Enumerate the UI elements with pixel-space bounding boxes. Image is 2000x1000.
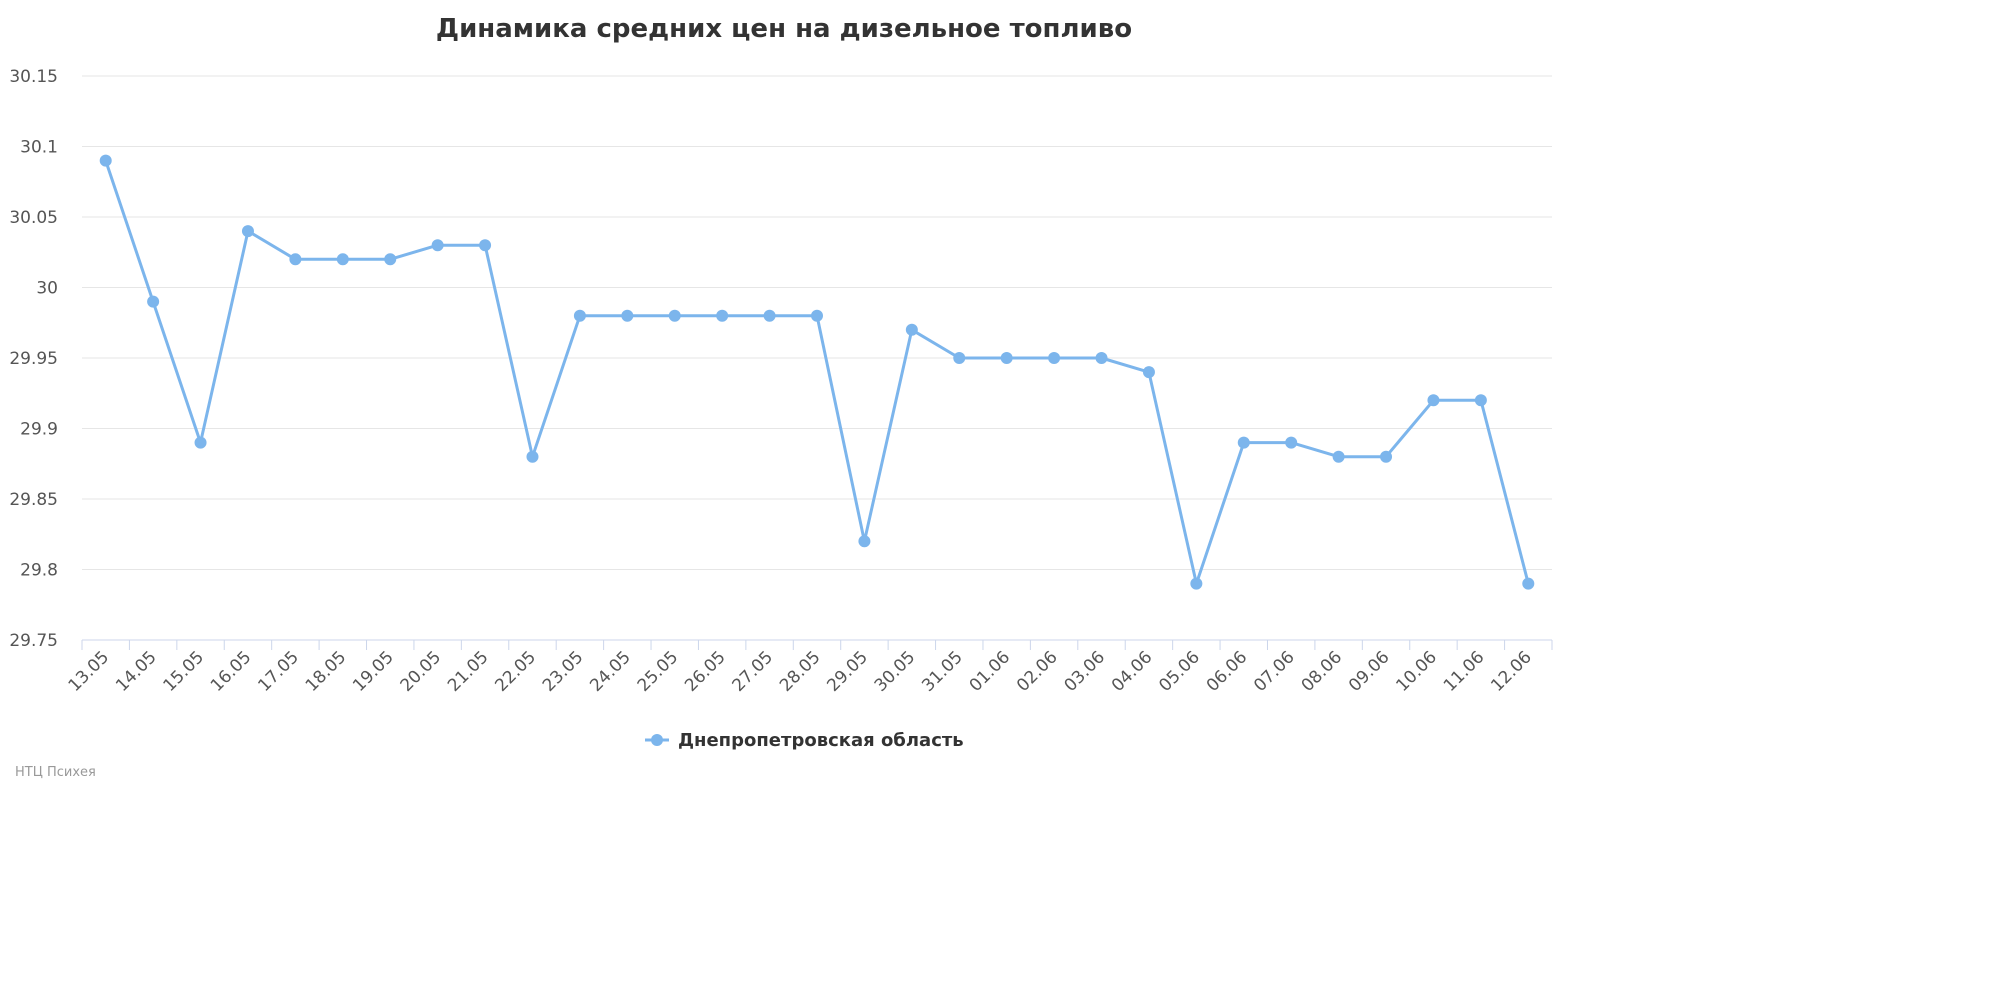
data-point[interactable]	[526, 450, 539, 463]
x-tick-label: 08.06	[1298, 647, 1347, 696]
data-point[interactable]	[1237, 436, 1250, 449]
x-tick-label: 24.05	[586, 647, 635, 696]
x-tick-label: 04.06	[1108, 647, 1157, 696]
y-tick-label: 29.95	[9, 349, 58, 369]
y-axis: 29.75 29.8 29.85 29.9 29.95 30 30.05 30.1 30.15	[9, 67, 58, 651]
x-tick-label: 09.06	[1345, 647, 1394, 696]
data-point[interactable]	[716, 309, 729, 322]
data-point[interactable]	[1380, 450, 1393, 463]
x-tick-label: 14.05	[112, 647, 161, 696]
x-tick-label: 18.05	[302, 647, 351, 696]
chart-credit[interactable]: НТЦ Психея	[15, 765, 96, 780]
x-tick-label: 19.05	[349, 647, 398, 696]
data-point[interactable]	[953, 352, 966, 364]
data-point[interactable]	[573, 309, 586, 322]
grid	[82, 75, 1552, 570]
chart-title: Динамика средних цен на дизельное топлив…	[436, 14, 1132, 44]
x-tick-label: 27.05	[729, 647, 778, 696]
x-tick-label: 02.06	[1013, 647, 1062, 696]
y-tick-label: 30.15	[9, 67, 58, 87]
x-axis: 13.0514.0515.0516.0517.0518.0519.0520.05…	[65, 639, 1553, 696]
data-point[interactable]	[621, 309, 634, 322]
x-tick-label: 13.05	[65, 647, 114, 696]
data-point[interactable]	[431, 239, 444, 252]
data-point[interactable]	[1190, 577, 1203, 590]
x-tick-label: 17.05	[254, 647, 303, 696]
x-tick-label: 12.06	[1487, 647, 1536, 696]
data-point[interactable]	[336, 253, 349, 266]
data-point[interactable]	[1142, 366, 1155, 379]
x-tick-label: 11.06	[1440, 647, 1489, 696]
data-point[interactable]	[479, 239, 492, 252]
x-tick-label: 15.05	[160, 647, 209, 696]
legend-marker-symbol	[651, 734, 663, 746]
data-point[interactable]	[1332, 450, 1345, 463]
data-point[interactable]	[1095, 352, 1108, 364]
x-tick-label: 16.05	[207, 647, 256, 696]
x-tick-label: 30.05	[871, 647, 920, 696]
x-tick-label: 21.05	[444, 647, 493, 696]
data-point[interactable]	[811, 309, 823, 322]
data-point[interactable]	[147, 295, 160, 308]
series-layer	[99, 154, 1535, 590]
x-tick-label: 22.05	[491, 647, 540, 696]
line-chart: Динамика средних цен на дизельное топлив…	[9, 14, 1553, 780]
legend-label[interactable]: Днепропетровская область	[678, 730, 964, 751]
x-tick-label: 28.05	[776, 647, 825, 696]
y-tick-label: 29.9	[20, 420, 58, 440]
y-tick-label: 29.8	[20, 561, 58, 581]
data-point[interactable]	[1522, 577, 1535, 590]
data-point[interactable]	[668, 309, 681, 322]
x-tick-label: 05.06	[1155, 647, 1204, 696]
data-point[interactable]	[1474, 394, 1487, 407]
x-tick-label: 29.05	[823, 647, 872, 696]
chart: Динамика средних цен на дизельное топлив…	[9, 14, 1553, 780]
data-point[interactable]	[1285, 436, 1298, 449]
data-point[interactable]	[1427, 394, 1440, 407]
y-tick-label: 29.75	[9, 631, 58, 651]
x-tick-label: 26.05	[681, 647, 730, 696]
x-tick-label: 01.06	[966, 647, 1015, 696]
x-tick-label: 25.05	[634, 647, 683, 696]
data-point[interactable]	[905, 323, 918, 336]
y-tick-label: 29.85	[9, 490, 58, 510]
legend[interactable]: Днепропетровская область	[645, 730, 964, 751]
x-tick-label: 31.05	[918, 647, 967, 696]
x-tick-label: 07.06	[1250, 647, 1299, 696]
y-tick-label: 30.1	[20, 138, 58, 158]
series-line	[104, 159, 1530, 586]
data-point[interactable]	[241, 225, 254, 238]
data-point[interactable]	[289, 253, 302, 266]
y-tick-label: 30.05	[9, 208, 58, 228]
data-point[interactable]	[858, 535, 871, 548]
data-point[interactable]	[763, 309, 776, 322]
x-tick-label: 23.05	[539, 647, 588, 696]
data-point[interactable]	[384, 253, 397, 266]
x-tick-label: 20.05	[397, 647, 446, 696]
data-point[interactable]	[1048, 352, 1061, 364]
data-point[interactable]	[194, 436, 207, 449]
data-point[interactable]	[1000, 352, 1013, 364]
x-tick-label: 10.06	[1392, 647, 1441, 696]
x-tick-label: 03.06	[1060, 647, 1109, 696]
y-tick-label: 30	[36, 279, 58, 299]
x-tick-label: 06.06	[1203, 647, 1252, 696]
data-point[interactable]	[99, 154, 112, 167]
